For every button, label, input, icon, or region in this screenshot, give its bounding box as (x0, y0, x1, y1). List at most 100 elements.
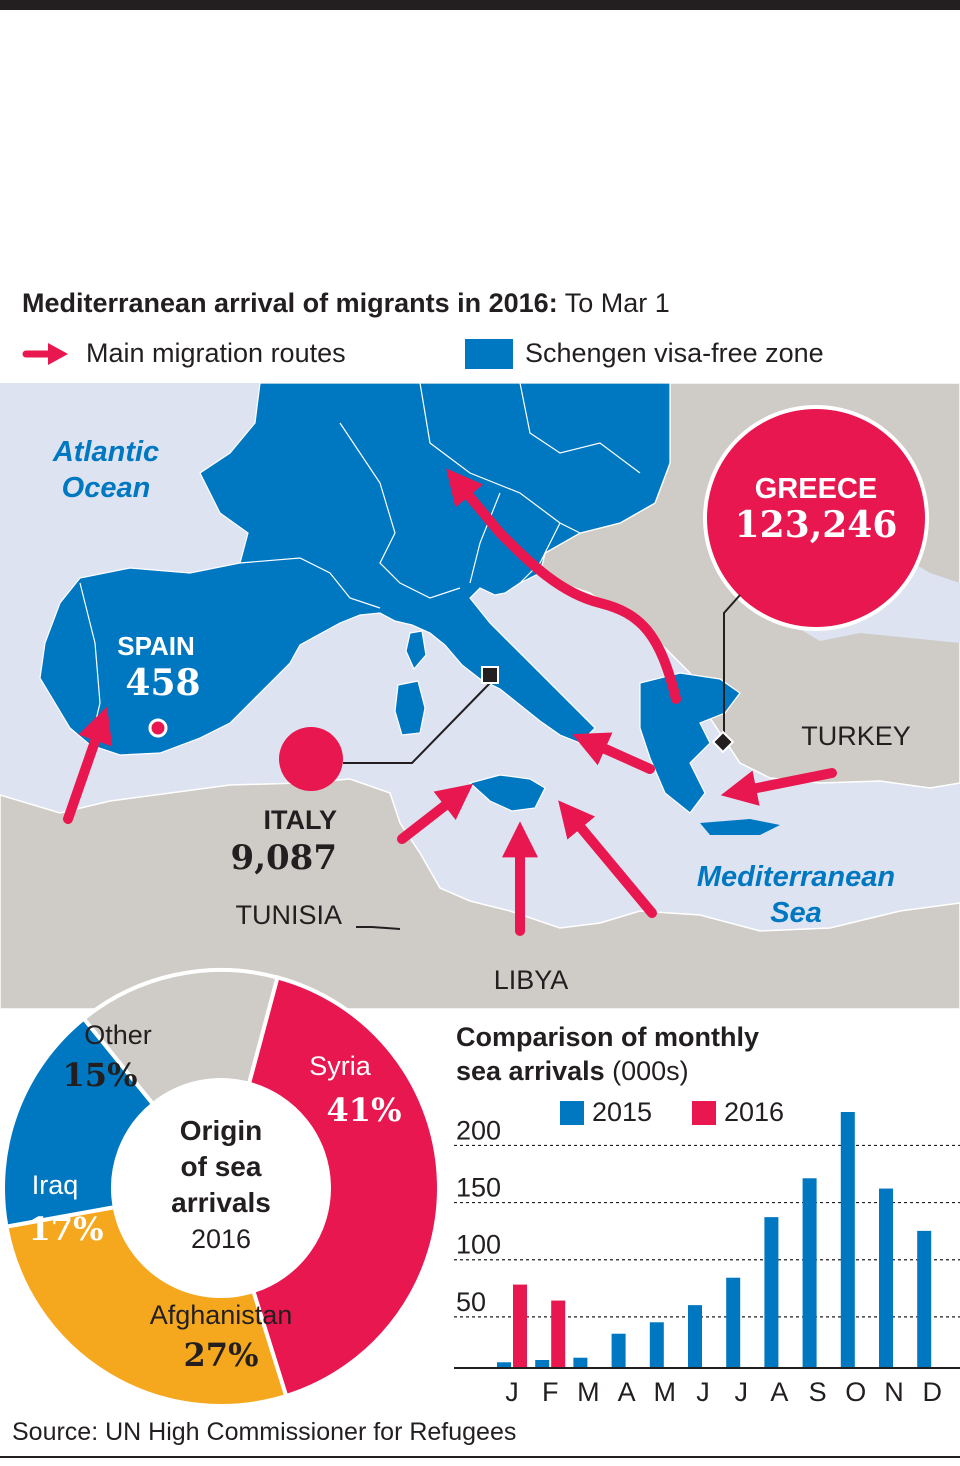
x-tick-label: D (922, 1377, 942, 1407)
title-bold: Mediterranean arrival of migrants in 201… (22, 288, 558, 318)
legend-2015-swatch (560, 1100, 584, 1125)
x-tick-label: M (654, 1377, 677, 1407)
bar-2015-4 (649, 1322, 664, 1368)
route-arrow-turkey-greece (720, 768, 837, 806)
chart-title-line1: Comparison of monthly (456, 1022, 759, 1052)
x-tick-label: F (542, 1377, 559, 1407)
bar-2015-1 (535, 1360, 550, 1368)
donut-center-line2: of sea (181, 1151, 262, 1182)
legend-2015-label: 2015 (592, 1097, 653, 1127)
tunisia-leader-line (356, 926, 401, 930)
greece-leader-line (723, 594, 741, 735)
bar-2015-8 (802, 1178, 817, 1368)
legend-routes-label: Main migration routes (86, 338, 346, 368)
x-tick-label: S (809, 1377, 827, 1407)
route-arrow-tunisia-italy (397, 783, 474, 844)
country-borders (79, 383, 641, 746)
y-tick-label: 100 (456, 1230, 501, 1260)
syria-label: Syria (309, 1051, 371, 1081)
spain-marker (148, 718, 168, 738)
bar-2015-10 (879, 1188, 893, 1368)
donut-hole (113, 1080, 329, 1296)
spain-value: 458 (125, 662, 200, 704)
schengen-swatch (465, 338, 513, 369)
spain-name: SPAIN (117, 631, 195, 661)
greece-value: 123,246 (735, 504, 898, 546)
x-tick-label: J (505, 1377, 519, 1407)
sicily (468, 774, 546, 812)
page-title: Mediterranean arrival of migrants in 201… (22, 288, 670, 319)
chart-title-line2-rest: (000s) (604, 1056, 689, 1086)
bar-chart-title: Comparison of monthly sea arrivals (000s… (456, 1020, 759, 1088)
donut-center-line1: Origin (180, 1115, 262, 1146)
bar-2016-1 (551, 1300, 566, 1368)
x-tick-label: J (734, 1377, 748, 1407)
legend-zone: Schengen visa-free zone (465, 338, 824, 369)
iraq-label: Iraq (32, 1170, 79, 1200)
mediterranean-map: Atlantic Ocean Mediterranean Sea SPAIN 4… (0, 383, 960, 1009)
donut-center-line3: arrivals (171, 1187, 271, 1218)
bar-2015-9 (840, 1112, 855, 1368)
med-sea-label-line1: Mediterranean (697, 861, 895, 893)
bar-y-ticks: 200 150 100 50 (456, 1115, 501, 1316)
route-arrow-greece-italy (572, 732, 655, 774)
libya-label: LIBYA (494, 965, 569, 995)
iraq-pct: 17% (29, 1210, 104, 1248)
origin-donut-chart: Origin of sea arrivals 2016 Syria 41% Af… (1, 968, 441, 1408)
route-arrow-spain (63, 706, 113, 824)
greece-point-marker (711, 730, 735, 754)
other-label: Other (84, 1020, 152, 1050)
greece-name: GREECE (755, 473, 877, 505)
bar-marks (497, 1112, 932, 1368)
legend-2015: 2015 (560, 1097, 652, 1128)
migration-routes (63, 468, 837, 936)
chart-title-line2-bold: sea arrivals (456, 1056, 605, 1086)
legend-zone-label: Schengen visa-free zone (525, 338, 824, 368)
x-tick-label: N (884, 1377, 904, 1407)
bar-2015-6 (726, 1277, 741, 1368)
syria-pct: 41% (327, 1091, 402, 1129)
bar-2015-7 (764, 1217, 779, 1368)
x-tick-label: M (577, 1377, 600, 1407)
y-tick-label: 150 (456, 1173, 501, 1203)
sardinia (394, 680, 426, 736)
italy-point-marker (481, 666, 499, 684)
y-tick-label: 50 (456, 1287, 486, 1317)
x-tick-label: A (618, 1377, 636, 1407)
italy-name: ITALY (263, 805, 337, 835)
source-note: Source: UN High Commissioner for Refugee… (12, 1418, 517, 1446)
tunisia-label: TUNISIA (235, 900, 342, 930)
legend-2016-label: 2016 (724, 1097, 785, 1127)
top-rule (0, 0, 960, 10)
title-rest: To Mar 1 (557, 288, 670, 318)
bar-2015-0 (497, 1362, 511, 1368)
bar-2016-0 (513, 1284, 527, 1368)
afghanistan-label: Afghanistan (150, 1300, 293, 1330)
legend-routes: Main migration routes (22, 338, 346, 369)
donut-segments (1, 968, 441, 1408)
bar-gridlines (454, 1144, 960, 1318)
route-arrow-libya-italy (558, 800, 657, 918)
bar-2015-11 (917, 1230, 932, 1368)
italy-value: 9,087 (231, 838, 337, 878)
italy-bubble (279, 727, 343, 791)
med-sea-label-line2: Sea (770, 897, 822, 929)
bar-2015-3 (611, 1333, 626, 1368)
legend-2016: 2016 (692, 1097, 784, 1128)
route-arrow-balkans (446, 468, 681, 704)
x-tick-label: A (770, 1377, 788, 1407)
afghanistan-pct: 27% (184, 1336, 259, 1374)
schengen-mainland (39, 383, 671, 756)
bar-2015-5 (688, 1305, 702, 1368)
donut-center-year: 2016 (191, 1224, 251, 1254)
atlantic-label-line1: Atlantic (52, 436, 159, 468)
turkey-label: TURKEY (801, 721, 911, 751)
italy-leader-line (343, 682, 491, 764)
bar-2015-2 (573, 1357, 588, 1368)
corsica (405, 630, 427, 671)
y-tick-label: 200 (456, 1115, 501, 1145)
x-tick-label: O (845, 1377, 866, 1407)
other-pct: 15% (63, 1056, 138, 1094)
x-tick-label: J (696, 1377, 710, 1407)
